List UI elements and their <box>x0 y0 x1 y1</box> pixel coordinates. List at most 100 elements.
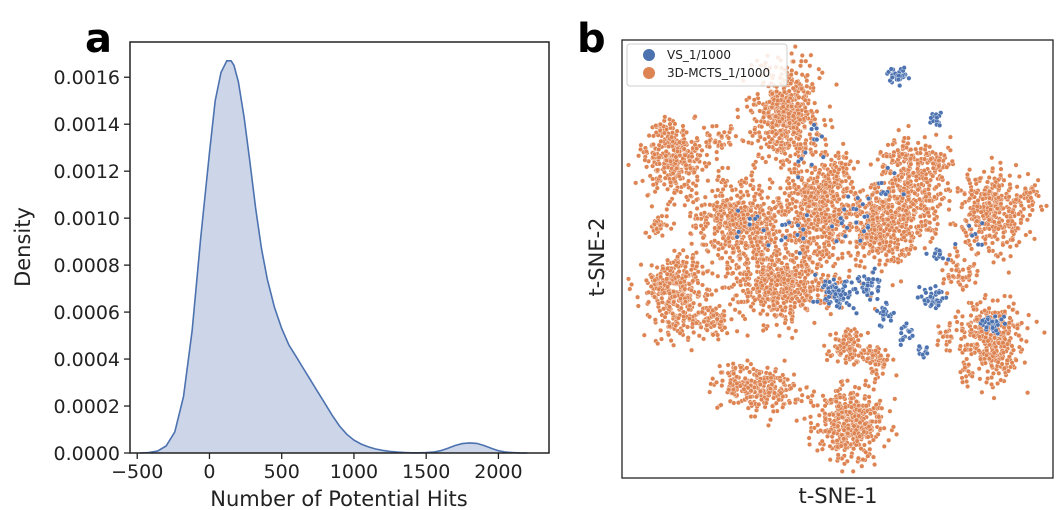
scatter-point <box>671 190 677 196</box>
y-tick-label: 0.0012 <box>54 161 120 183</box>
scatter-point <box>893 209 899 215</box>
scatter-point <box>781 300 787 306</box>
scatter-point <box>643 148 649 154</box>
scatter-point <box>724 266 730 272</box>
scatter-point <box>923 194 929 200</box>
scatter-point <box>787 232 793 238</box>
scatter-point <box>769 91 775 97</box>
scatter-point <box>891 219 897 225</box>
x-tick-label: 2000 <box>474 461 522 483</box>
scatter-point <box>770 124 776 130</box>
scatter-point <box>726 235 732 241</box>
scatter-point <box>636 153 642 159</box>
scatter-point <box>1016 239 1022 245</box>
scatter-point <box>710 313 716 319</box>
scatter-point <box>992 233 998 239</box>
scatter-point <box>772 205 778 211</box>
scatter-point <box>754 224 760 230</box>
scatter-point <box>759 397 765 403</box>
scatter-point <box>881 362 887 368</box>
scatter-point <box>835 358 841 364</box>
scatter-point <box>730 222 736 228</box>
scatter-point <box>932 216 938 222</box>
scatter-point <box>741 216 747 222</box>
scatter-point <box>665 284 671 290</box>
scatter-point <box>779 307 785 313</box>
scatter-point <box>812 249 818 255</box>
scatter-point <box>744 358 750 364</box>
scatter-point <box>666 319 672 325</box>
scatter-point <box>821 224 827 230</box>
scatter-point <box>787 201 793 207</box>
scatter-point <box>728 230 734 236</box>
scatter-point <box>762 136 768 142</box>
scatter-point <box>657 174 663 180</box>
scatter-point <box>997 160 1003 166</box>
scatter-point <box>1015 225 1021 231</box>
scatter-point <box>712 225 718 231</box>
scatter-point <box>678 296 684 302</box>
scatter-point <box>736 264 742 270</box>
scatter-point <box>976 348 982 354</box>
scatter-point <box>707 144 713 150</box>
scatter-point <box>809 81 815 87</box>
scatter-point <box>895 259 901 265</box>
scatter-point <box>877 205 883 211</box>
scatter-point <box>675 148 681 154</box>
scatter-point <box>954 253 960 259</box>
scatter-point <box>972 324 978 330</box>
scatter-point <box>726 135 732 141</box>
scatter-point <box>867 360 873 366</box>
scatter-point <box>673 154 679 160</box>
scatter-point <box>912 245 918 251</box>
scatter-point <box>677 139 683 145</box>
scatter-point <box>664 271 670 277</box>
scatter-point <box>799 206 805 212</box>
scatter-point <box>889 214 895 220</box>
x-tick-label: 1000 <box>330 461 378 483</box>
scatter-point <box>930 173 936 179</box>
scatter-point <box>626 162 632 168</box>
scatter-point <box>765 365 771 371</box>
scatter-point <box>676 268 682 274</box>
scatter-point <box>734 193 740 199</box>
scatter-point <box>796 110 802 116</box>
scatter-point <box>732 365 738 371</box>
scatter-point <box>686 178 692 184</box>
scatter-point <box>652 294 658 300</box>
scatter-point <box>802 275 808 281</box>
y-tick-label: 0.0006 <box>54 302 120 324</box>
scatter-point <box>793 328 799 334</box>
scatter-point <box>822 149 828 155</box>
scatter-point <box>789 51 795 57</box>
scatter-point <box>881 169 887 175</box>
scatter-point <box>991 350 997 356</box>
scatter-point <box>709 271 715 277</box>
scatter-point <box>968 313 974 319</box>
scatter-point <box>750 286 756 292</box>
scatter-point <box>885 231 891 237</box>
series-3d-mcts <box>626 44 1049 474</box>
scatter-point <box>649 274 655 280</box>
scatter-point <box>799 398 805 404</box>
x-tick-group: −500 0 500 1000 1500 2000 <box>111 453 523 483</box>
scatter-point <box>982 191 988 197</box>
scatter-point <box>810 259 816 265</box>
scatter-point <box>750 186 756 192</box>
scatter-point <box>759 155 765 161</box>
scatter-point <box>960 267 966 273</box>
scatter-point <box>656 155 662 161</box>
scatter-point <box>921 168 927 174</box>
scatter-point <box>963 239 969 245</box>
y-tick-label: 0.0008 <box>54 255 120 277</box>
scatter-point <box>796 298 802 304</box>
scatter-point <box>715 252 721 258</box>
scatter-point <box>791 139 797 145</box>
scatter-point <box>884 357 890 363</box>
scatter-point <box>642 157 648 163</box>
scatter-point <box>792 44 798 50</box>
scatter-point <box>995 298 1001 304</box>
scatter-point <box>727 142 733 148</box>
scatter-point <box>744 256 750 262</box>
scatter-point <box>756 371 762 377</box>
